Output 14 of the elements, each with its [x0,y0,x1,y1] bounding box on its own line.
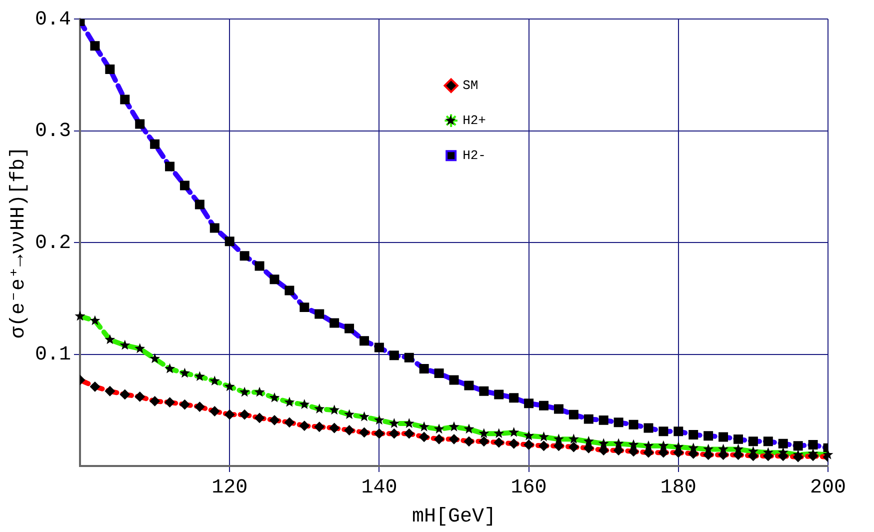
x-tick-label: 120 [212,476,248,500]
y-tick-label: 0.2 [34,232,72,255]
y-tick-label: 0.1 [34,344,72,367]
y-tick-label: 0.3 [34,120,72,144]
legend-label: H2+ [462,113,486,128]
x-tick-label: 180 [660,476,696,500]
x-axis-title: mH[GeV] [412,505,496,528]
y-tick-label: 0.4 [34,8,72,32]
x-tick-label: 160 [510,476,547,500]
legend-label: H2- [462,148,486,164]
x-tick-label: 200 [810,476,846,500]
x-tick-label: 140 [361,476,398,500]
legend-label: SM [462,78,478,94]
y-axis-title: σ(e⁻e⁺→ννHH)[fb] [7,146,30,339]
